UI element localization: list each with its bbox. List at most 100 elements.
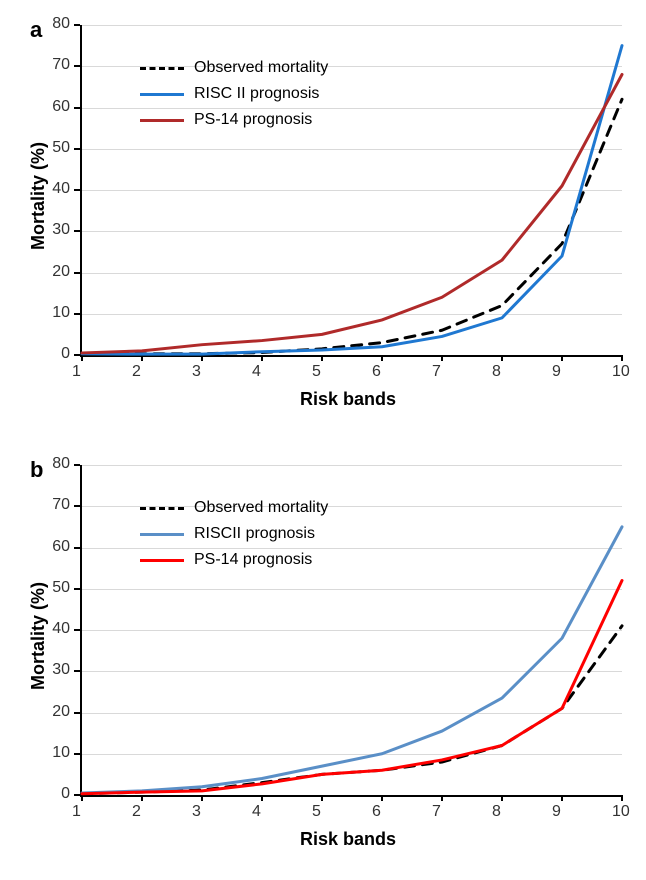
x-tick [321, 795, 323, 801]
x-tick [81, 795, 83, 801]
y-tick [74, 24, 80, 26]
x-tick [321, 355, 323, 361]
y-tick-label: 60 [40, 538, 70, 556]
x-tick-label: 1 [72, 803, 81, 821]
legend-item: PS-14 prognosis [140, 547, 328, 573]
x-tick-label: 3 [192, 803, 201, 821]
legend-label: Observed mortality [194, 59, 328, 77]
y-tick-label: 20 [40, 263, 70, 281]
series-line [82, 626, 622, 794]
y-tick [74, 313, 80, 315]
legend-item: RISC II prognosis [140, 81, 328, 107]
y-tick [74, 272, 80, 274]
y-tick [74, 588, 80, 590]
x-tick-label: 8 [492, 363, 501, 381]
y-tick [74, 354, 80, 356]
chart-a: 0102030405060708012345678910aMortality (… [0, 10, 646, 430]
legend-item: Observed mortality [140, 495, 328, 521]
series-line [82, 581, 622, 794]
x-tick [441, 355, 443, 361]
x-tick-label: 2 [132, 363, 141, 381]
x-tick [621, 795, 623, 801]
legend-swatch [140, 119, 184, 122]
page: { "chart_a": { "type": "line", "panel_la… [0, 0, 646, 880]
x-tick [561, 355, 563, 361]
y-tick-label: 80 [40, 455, 70, 473]
y-tick [74, 107, 80, 109]
y-tick [74, 670, 80, 672]
y-tick [74, 505, 80, 507]
y-tick [74, 148, 80, 150]
y-tick [74, 464, 80, 466]
x-axis-title: Risk bands [300, 389, 396, 410]
x-tick [81, 355, 83, 361]
y-tick-label: 10 [40, 304, 70, 322]
legend-label: Observed mortality [194, 499, 328, 517]
y-tick-label: 20 [40, 703, 70, 721]
y-tick [74, 189, 80, 191]
legend: Observed mortality RISC II prognosis PS-14… [140, 55, 328, 133]
x-tick-label: 8 [492, 803, 501, 821]
y-tick-label: 70 [40, 56, 70, 74]
x-tick [261, 795, 263, 801]
panel-label: b [30, 457, 43, 483]
y-axis-title: Mortality (%) [28, 142, 49, 250]
x-tick-label: 7 [432, 803, 441, 821]
y-axis-title: Mortality (%) [28, 582, 49, 690]
x-tick-label: 4 [252, 803, 261, 821]
x-tick [381, 355, 383, 361]
x-tick-label: 4 [252, 363, 261, 381]
panel-label: a [30, 17, 42, 43]
legend-item: RISCII prognosis [140, 521, 328, 547]
y-tick [74, 753, 80, 755]
x-tick [261, 355, 263, 361]
x-tick-label: 10 [612, 363, 630, 381]
series-line [82, 99, 622, 354]
y-tick [74, 712, 80, 714]
chart-b: 0102030405060708012345678910bMortality (… [0, 450, 646, 870]
legend-swatch [140, 507, 184, 510]
legend-swatch [140, 67, 184, 70]
legend-label: RISC II prognosis [194, 85, 319, 103]
x-tick [201, 355, 203, 361]
y-tick-label: 60 [40, 98, 70, 116]
x-tick [501, 795, 503, 801]
x-tick-label: 6 [372, 803, 381, 821]
y-tick-label: 0 [40, 345, 70, 363]
legend-swatch [140, 93, 184, 96]
legend-label: PS-14 prognosis [194, 111, 312, 129]
y-tick [74, 65, 80, 67]
legend-item: Observed mortality [140, 55, 328, 81]
x-tick [141, 795, 143, 801]
legend: Observed mortality RISCII prognosis PS-14 … [140, 495, 328, 573]
y-tick-label: 0 [40, 785, 70, 803]
x-tick-label: 9 [552, 363, 561, 381]
y-tick [74, 230, 80, 232]
y-tick-label: 70 [40, 496, 70, 514]
x-axis-title: Risk bands [300, 829, 396, 850]
legend-swatch [140, 533, 184, 536]
x-tick-label: 5 [312, 803, 321, 821]
legend-swatch [140, 559, 184, 562]
x-tick-label: 5 [312, 363, 321, 381]
x-tick [501, 355, 503, 361]
x-tick-label: 1 [72, 363, 81, 381]
legend-label: PS-14 prognosis [194, 551, 312, 569]
y-tick [74, 629, 80, 631]
legend-label: RISCII prognosis [194, 525, 315, 543]
x-tick [621, 355, 623, 361]
y-tick [74, 794, 80, 796]
x-tick [561, 795, 563, 801]
x-tick-label: 10 [612, 803, 630, 821]
x-tick [141, 355, 143, 361]
x-tick [381, 795, 383, 801]
legend-item: PS-14 prognosis [140, 107, 328, 133]
x-tick-label: 9 [552, 803, 561, 821]
x-tick-label: 6 [372, 363, 381, 381]
y-tick-label: 10 [40, 744, 70, 762]
x-tick-label: 2 [132, 803, 141, 821]
y-tick [74, 547, 80, 549]
y-tick-label: 80 [40, 15, 70, 33]
x-tick-label: 3 [192, 363, 201, 381]
x-tick-label: 7 [432, 363, 441, 381]
